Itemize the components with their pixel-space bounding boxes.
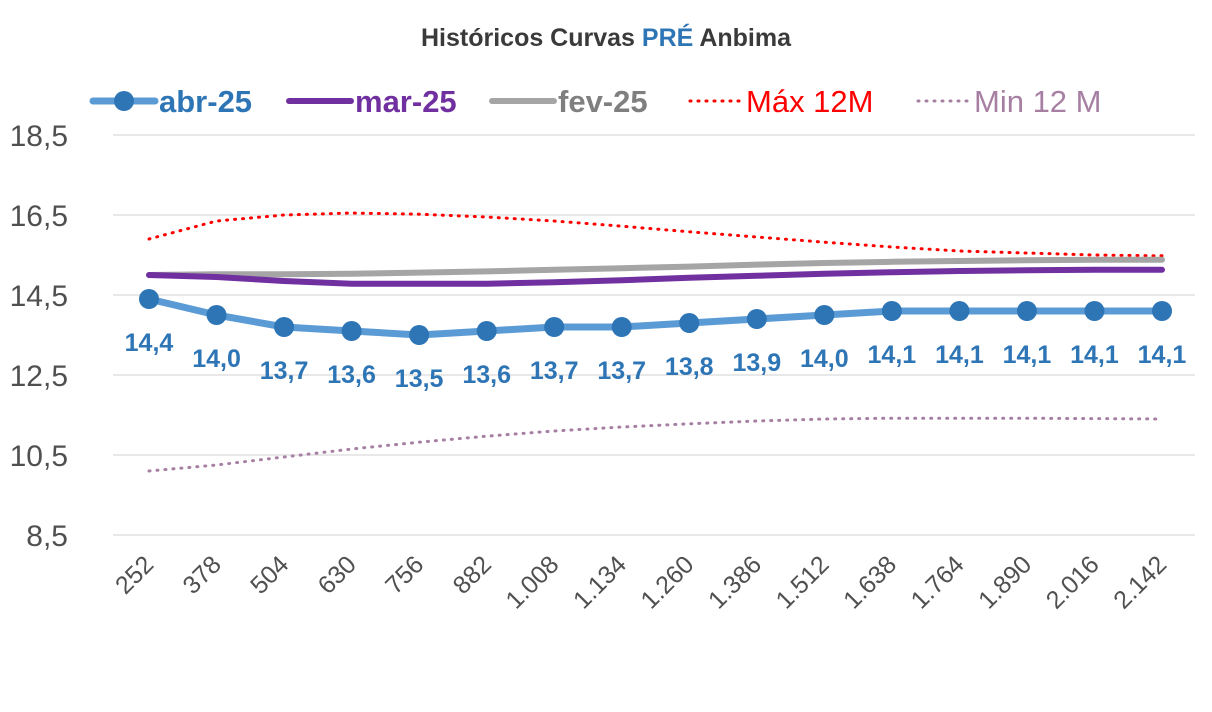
series-line-mar-25	[146, 266, 1165, 287]
data-point	[1152, 301, 1172, 321]
chart-title-prefix: Históricos Curvas	[421, 24, 642, 52]
data-label: 13,7	[597, 357, 646, 385]
legend-label: fev-25	[558, 84, 648, 119]
y-tick-label: 8,5	[26, 520, 68, 553]
chart-title-suffix: Anbima	[693, 24, 792, 52]
data-label: 14,0	[800, 345, 849, 373]
data-point	[611, 317, 632, 337]
x-tick-label: 1.260	[635, 550, 699, 614]
data-label: 14,1	[1070, 341, 1119, 369]
data-point	[814, 305, 835, 325]
x-tick-label: 504	[245, 550, 294, 599]
x-tick-label: 756	[380, 550, 429, 599]
x-tick-label: 2.142	[1108, 550, 1172, 614]
x-tick-label: 1.890	[973, 550, 1037, 614]
legend-label: Máx 12M	[746, 84, 873, 119]
data-point	[274, 317, 295, 337]
x-tick-label: 2.016	[1041, 550, 1105, 614]
y-tick-label: 16,5	[10, 200, 68, 233]
data-labels: 14,4 14,0 13,7 13,6 13,5 13,6 13,7 13,7 13,8 13,9…	[125, 329, 1187, 393]
data-label: 13,6	[462, 361, 511, 389]
data-point	[476, 321, 497, 341]
data-point	[206, 305, 227, 325]
series-line-fev-25	[146, 256, 1165, 278]
data-point	[1084, 301, 1105, 321]
data-label: 13,7	[530, 357, 579, 385]
data-label: 13,6	[327, 361, 376, 389]
legend-item: fev-25	[489, 84, 648, 119]
x-tick-label: 630	[313, 550, 362, 599]
x-tick-label: 1.512	[771, 550, 835, 614]
data-point	[544, 317, 565, 337]
chart-legend: abr-25 mar-25 fev-25 Máx 12M Min 12 M	[89, 84, 1101, 119]
series-line-min-12-m	[147, 416, 1164, 473]
data-point	[949, 301, 970, 321]
chart-series	[139, 211, 1172, 473]
chart-title-highlight: PRÉ	[642, 23, 693, 52]
legend-label: mar-25	[355, 84, 457, 119]
legend-item: abr-25	[89, 84, 252, 119]
legend-item: Min 12 M	[916, 84, 1101, 119]
series-line-abr-25	[145, 295, 1166, 339]
x-axis-ticks: 252 378 504 630 756 882 1.008 1.134 1.260 1.386 1.…	[110, 550, 1172, 614]
data-point	[139, 289, 159, 309]
data-label: 14,4	[125, 329, 174, 357]
data-label: 14,1	[868, 341, 917, 369]
legend-label: Min 12 M	[974, 84, 1101, 119]
chart-title: Históricos Curvas PRÉ Anbima	[421, 23, 792, 52]
chart-gridlines	[113, 134, 1195, 536]
x-tick-label: 1.008	[500, 550, 564, 614]
y-tick-label: 10,5	[10, 440, 68, 473]
y-tick-label: 14,5	[10, 280, 68, 313]
data-point	[341, 321, 362, 341]
data-point	[881, 301, 902, 321]
data-label: 13,9	[732, 349, 781, 377]
legend-item: mar-25	[286, 84, 457, 119]
data-label: 13,7	[260, 357, 309, 385]
x-tick-label: 1.386	[703, 550, 767, 614]
data-label: 14,1	[1138, 341, 1187, 369]
series-line-m-x-12m	[147, 211, 1164, 258]
data-label: 14,1	[1003, 341, 1052, 369]
x-tick-label: 1.134	[568, 550, 632, 614]
legend-item: Máx 12M	[688, 84, 873, 119]
data-point	[1016, 301, 1037, 321]
data-point	[746, 309, 767, 329]
data-label: 14,1	[935, 341, 984, 369]
data-point	[679, 313, 700, 333]
x-tick-label: 1.638	[838, 550, 902, 614]
data-label: 13,8	[665, 353, 714, 381]
y-tick-label: 12,5	[10, 360, 68, 393]
legend-marker	[114, 91, 134, 111]
y-tick-label: 18,5	[10, 120, 68, 153]
x-tick-label: 882	[448, 550, 497, 599]
legend-label: abr-25	[159, 84, 252, 119]
x-tick-label: 1.764	[906, 550, 970, 614]
y-axis-ticks: 8,5 10,5 12,5 14,5 16,5 18,5	[10, 120, 68, 553]
x-tick-label: 378	[177, 550, 226, 599]
data-label: 14,0	[192, 345, 241, 373]
data-label: 13,5	[395, 365, 444, 393]
x-tick-label: 252	[110, 550, 159, 599]
data-point	[409, 325, 430, 345]
